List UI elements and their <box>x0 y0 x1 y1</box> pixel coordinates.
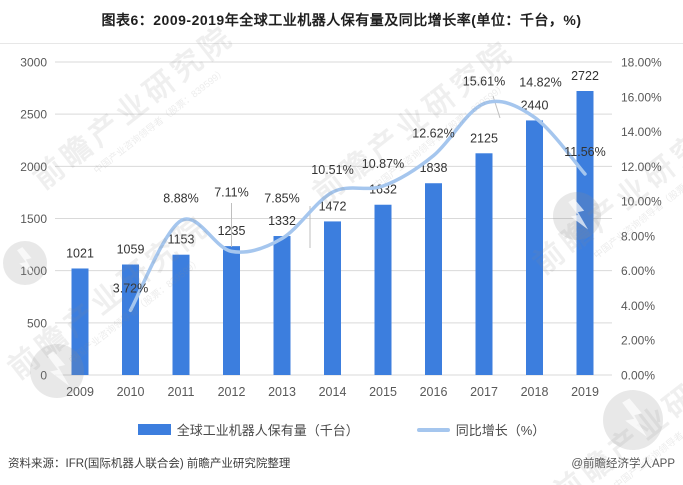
line-swatch <box>416 427 450 432</box>
bar-label-2017: 2125 <box>470 131 498 145</box>
line-labels-group: 3.72% 8.88% 7.11% 7.85% 10.51% 10.87% 12.62% 15… <box>113 75 606 296</box>
bar-label-2011: 1153 <box>168 233 195 247</box>
bar-2011 <box>172 254 190 375</box>
line-label-2013: 7.85% <box>264 191 299 205</box>
bar-label-2018: 2440 <box>521 98 549 112</box>
right-axis-tick: 16.00% <box>621 90 662 104</box>
x-axis-labels: 2009 2010 2011 2012 2013 2014 2015 2016 2017 2018… <box>66 385 599 399</box>
right-axis-tick: 0.00% <box>621 369 655 383</box>
line-label-2018: 14.82% <box>519 75 561 89</box>
chart-legend: 全球工业机器人保有量（千台） 同比增长（%） <box>0 420 683 439</box>
line-label-2019: 11.56% <box>564 145 605 159</box>
bar-swatch <box>137 424 171 435</box>
right-axis-ticks: 18.00% 16.00% 14.00% 12.00% 10.00% 8.00% 6.00%… <box>621 56 662 383</box>
x-axis-label-2019: 2019 <box>571 385 599 399</box>
right-axis-tick: 2.00% <box>621 334 655 348</box>
left-axis-tick: 1500 <box>20 212 47 226</box>
bar-2009 <box>71 268 89 375</box>
x-axis-label-2011: 2011 <box>168 385 195 399</box>
legend-item-yoy-growth: 同比增长（%） <box>416 420 546 439</box>
chart-title: 图表6：2009-2019年全球工业机器人保有量及同比增长率(单位：千台，%) <box>101 12 582 28</box>
x-axis-label-2012: 2012 <box>218 385 246 399</box>
bar-2017 <box>475 153 493 375</box>
bar-label-2019: 2722 <box>571 69 599 83</box>
line-label-2017: 15.61% <box>463 75 505 89</box>
right-axis-tick: 18.00% <box>621 56 662 70</box>
line-label-2016: 12.62% <box>412 127 454 141</box>
source-text: 资料来源：IFR(国际机器人联合会) 前瞻产业研究院整理 <box>8 458 291 470</box>
leader-line <box>492 95 501 119</box>
growth-line <box>128 99 587 313</box>
line-label-2012: 7.11% <box>214 185 249 199</box>
bar-2016 <box>425 183 442 375</box>
x-axis-label-2017: 2017 <box>470 385 498 399</box>
bars-group <box>71 91 594 375</box>
right-axis-tick: 12.00% <box>621 160 662 174</box>
x-axis-label-2014: 2014 <box>319 385 347 399</box>
bar-2019 <box>576 91 594 375</box>
x-axis-label-2016: 2016 <box>420 385 448 399</box>
right-axis-tick: 6.00% <box>621 264 655 278</box>
chart-footer: 资料来源：IFR(国际机器人联合会) 前瞻产业研究院整理 @前瞻经济学人APP <box>0 455 683 471</box>
bar-2012 <box>223 246 240 375</box>
x-axis-label-2010: 2010 <box>117 385 145 399</box>
line-label-2015: 10.87% <box>362 157 404 171</box>
bar-label-2009: 1021 <box>66 246 94 260</box>
right-axis-tick: 8.00% <box>621 229 655 243</box>
x-axis-label-2013: 2013 <box>268 385 296 399</box>
right-axis-tick: 4.00% <box>621 299 655 313</box>
left-axis-tick: 0 <box>40 369 47 383</box>
legend-label-robot-stock: 全球工业机器人保有量（千台） <box>176 423 359 438</box>
x-axis-label-2015: 2015 <box>369 385 397 399</box>
x-axis-label-2009: 2009 <box>66 385 94 399</box>
credit-text: @前瞻经济学人APP <box>571 458 675 470</box>
bar-label-2014: 1472 <box>319 199 347 213</box>
bar-label-2010: 1059 <box>117 243 145 257</box>
bar-labels-group: 1021 105911531235133214721632183821252440… <box>66 69 599 260</box>
title-divider <box>0 43 683 44</box>
left-axis-tick: 1000 <box>20 264 47 278</box>
line-label-2011: 8.88% <box>163 192 198 206</box>
left-axis-tick: 2000 <box>20 160 47 174</box>
line-label-2014: 10.51% <box>311 163 353 177</box>
bar-2014 <box>324 221 341 375</box>
chart-canvas: 3000 2500 2000 1500 1000 500 0 18.00% 16.00% 14.0… <box>20 56 662 400</box>
bar-2015 <box>374 204 392 375</box>
left-axis-ticks: 3000 2500 2000 1500 1000 500 0 <box>20 56 47 383</box>
bar-label-2013: 1332 <box>268 214 296 228</box>
bar-2010 <box>122 264 139 375</box>
left-axis-tick: 500 <box>27 316 47 330</box>
bar-2018 <box>526 120 543 375</box>
bar-2013 <box>273 236 291 375</box>
right-axis-tick: 14.00% <box>621 125 662 139</box>
line-label-2010: 3.72% <box>113 281 148 295</box>
legend-label-yoy-growth: 同比增长（%） <box>455 423 546 438</box>
legend-item-robot-stock: 全球工业机器人保有量（千台） <box>137 420 359 439</box>
left-axis-tick: 2500 <box>20 108 47 122</box>
left-axis-tick: 3000 <box>20 56 47 70</box>
right-axis-tick: 10.00% <box>621 195 662 209</box>
bar-label-2016: 1838 <box>420 161 448 175</box>
x-axis-label-2018: 2018 <box>521 385 549 399</box>
